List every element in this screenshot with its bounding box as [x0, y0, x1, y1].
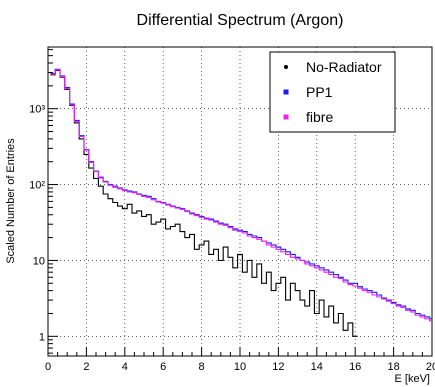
- legend-label: No-Radiator: [306, 59, 382, 75]
- chart-title: Differential Spectrum (Argon): [137, 12, 344, 29]
- x-axis-title: E [keV]: [395, 373, 430, 385]
- legend-box: [269, 51, 396, 133]
- x-tick-label: 20: [426, 361, 435, 373]
- x-tick-label: 8: [199, 361, 205, 373]
- legend-marker: [283, 114, 289, 120]
- y-tick-label: 10³: [29, 104, 45, 116]
- series-line-no-radiator: [50, 69, 358, 337]
- y-axis: 1 10 10² 10³: [29, 49, 58, 354]
- legend-label: PP1: [306, 84, 333, 100]
- x-tick-label: 4: [122, 361, 128, 373]
- x-tick-label: 16: [349, 361, 361, 373]
- x-tick-label: 14: [311, 361, 323, 373]
- y-axis-title: Scaled Number of Entries: [5, 138, 17, 264]
- legend-marker: [283, 89, 289, 95]
- series-line-fibre: [50, 69, 432, 322]
- x-tick-label: 0: [45, 361, 51, 373]
- legend: No-Radiator PP1 fibre: [269, 51, 396, 133]
- y-tick-label: 10: [33, 255, 45, 267]
- y-tick-label: 10²: [29, 180, 45, 192]
- legend-label: fibre: [306, 109, 333, 125]
- x-tick-label: 6: [160, 361, 166, 373]
- series-line-pp1: [50, 68, 432, 320]
- series-group: [50, 68, 432, 337]
- y-tick-label: 1: [39, 331, 45, 343]
- x-tick-label: 18: [387, 361, 399, 373]
- x-axis: 0 2 4 6 8 10 12 14 16 18 20: [45, 347, 435, 373]
- legend-marker: [284, 65, 288, 69]
- x-tick-label: 10: [234, 361, 246, 373]
- x-tick-label: 12: [272, 361, 284, 373]
- x-tick-label: 2: [83, 361, 89, 373]
